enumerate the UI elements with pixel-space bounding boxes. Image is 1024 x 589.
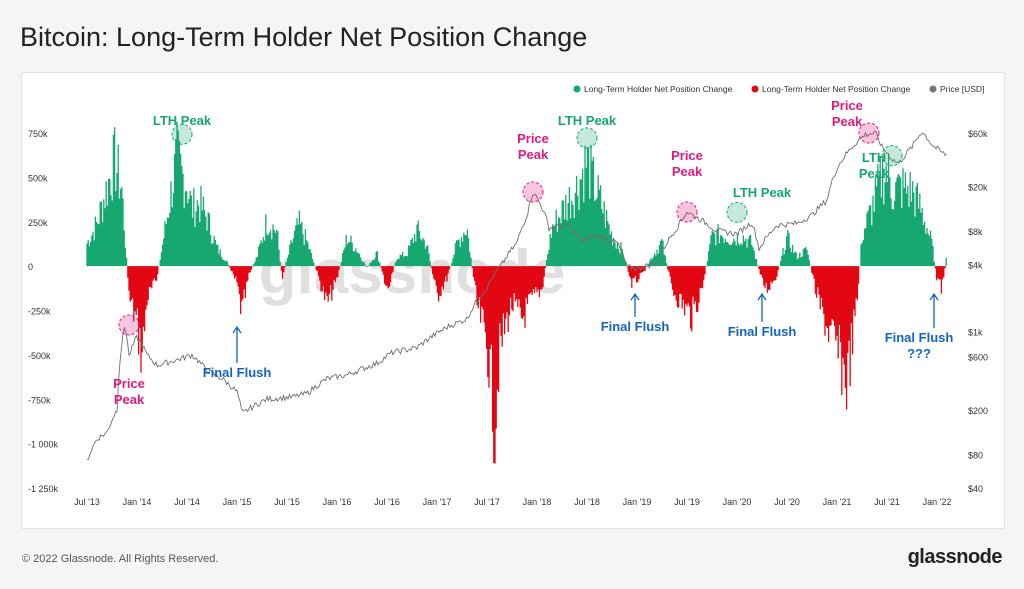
y-right-tick-label: $4k: [968, 260, 983, 270]
annotation-label: Final Flush: [601, 319, 670, 334]
x-tick-label: Jul '21: [874, 497, 900, 507]
flush-arrow: [233, 327, 241, 363]
x-tick-label: Jul '14: [174, 497, 200, 507]
flush-arrow: [631, 294, 639, 317]
peak-marker: [577, 128, 597, 148]
legend-swatch: [752, 86, 759, 93]
legend-swatch: [930, 86, 937, 93]
y-left-tick-label: -750k: [28, 395, 51, 405]
chart-panel: glassnode 750k 500k 250k 0 -250k -500k -750k -1 …: [21, 72, 1005, 529]
annotation-label: Peak: [518, 147, 549, 162]
y-right-tick-label: $20k: [968, 182, 988, 192]
x-tick-label: Jan '22: [923, 497, 952, 507]
flush-arrow: [930, 294, 938, 328]
legend-label: Long-Term Holder Net Position Change: [584, 84, 733, 94]
annotation-label: Peak: [832, 114, 863, 129]
x-tick-label: Jan '14: [123, 497, 152, 507]
x-tick-label: Jan '21: [823, 497, 852, 507]
annotation-label: LTH Peak: [733, 185, 792, 200]
annotation-label: LTH: [862, 150, 886, 165]
annotation-label: Price: [113, 376, 145, 391]
brand-logo: glassnode: [908, 546, 1002, 569]
y-left-tick-label: -500k: [28, 351, 51, 361]
chart-svg: glassnode750k500k250k0-250k-500k-750k-1 …: [22, 73, 1004, 528]
x-tick-label: Jan '20: [723, 497, 752, 507]
peak-marker: [677, 202, 697, 222]
annotation-label: Price: [517, 131, 549, 146]
peak-marker: [727, 202, 747, 222]
annotation-label: Peak: [859, 166, 890, 181]
annotation-label: Final Flush: [203, 365, 272, 380]
y-right-tick-label: $80: [968, 450, 983, 460]
x-tick-label: Jul '16: [374, 497, 400, 507]
x-tick-label: Jan '19: [623, 497, 652, 507]
legend-swatch: [574, 86, 581, 93]
legend-label: Long-Term Holder Net Position Change: [762, 84, 911, 94]
x-tick-label: Jul '20: [774, 497, 800, 507]
y-right-tick-label: $600: [968, 353, 988, 363]
x-tick-label: Jan '16: [323, 497, 352, 507]
y-right-tick-label: $60k: [968, 129, 988, 139]
y-left-tick-label: 750k: [28, 129, 48, 139]
annotation-label: LTH Peak: [153, 113, 212, 128]
x-tick-label: Jul '13: [74, 497, 100, 507]
peak-marker: [119, 315, 139, 335]
x-tick-label: Jan '18: [523, 497, 552, 507]
peak-marker: [523, 182, 543, 202]
y-right-tick-label: $8k: [968, 227, 983, 237]
x-tick-label: Jul '17: [474, 497, 500, 507]
annotation-label: Final Flush: [885, 330, 954, 345]
annotation-label: Price: [671, 148, 703, 163]
y-left-tick-label: -1 250k: [28, 484, 59, 494]
y-left-tick-label: 0: [28, 262, 33, 272]
y-left-tick-label: 250k: [28, 218, 48, 228]
annotation-label: Peak: [672, 164, 703, 179]
y-left-tick-label: 500k: [28, 173, 48, 183]
copyright-text: © 2022 Glassnode. All Rights Reserved.: [22, 553, 218, 565]
x-tick-label: Jul '15: [274, 497, 300, 507]
x-tick-label: Jul '19: [674, 497, 700, 507]
y-right-tick-label: $1k: [968, 328, 983, 338]
annotation-label: ???: [907, 346, 931, 361]
annotation-label: Price: [831, 98, 863, 113]
page-title: Bitcoin: Long-Term Holder Net Position C…: [20, 22, 587, 53]
y-right-tick-label: $200: [968, 406, 988, 416]
x-tick-label: Jul '18: [574, 497, 600, 507]
annotation-label: Peak: [114, 392, 145, 407]
y-left-tick-label: -1 000k: [28, 440, 59, 450]
legend-label: Price [USD]: [940, 84, 984, 94]
annotation-label: Final Flush: [728, 324, 797, 339]
y-right-tick-label: $40: [968, 484, 983, 494]
y-left-tick-label: -250k: [28, 307, 51, 317]
x-tick-label: Jan '17: [423, 497, 452, 507]
annotation-label: LTH Peak: [558, 113, 617, 128]
x-tick-label: Jan '15: [223, 497, 252, 507]
flush-arrow: [758, 294, 766, 322]
